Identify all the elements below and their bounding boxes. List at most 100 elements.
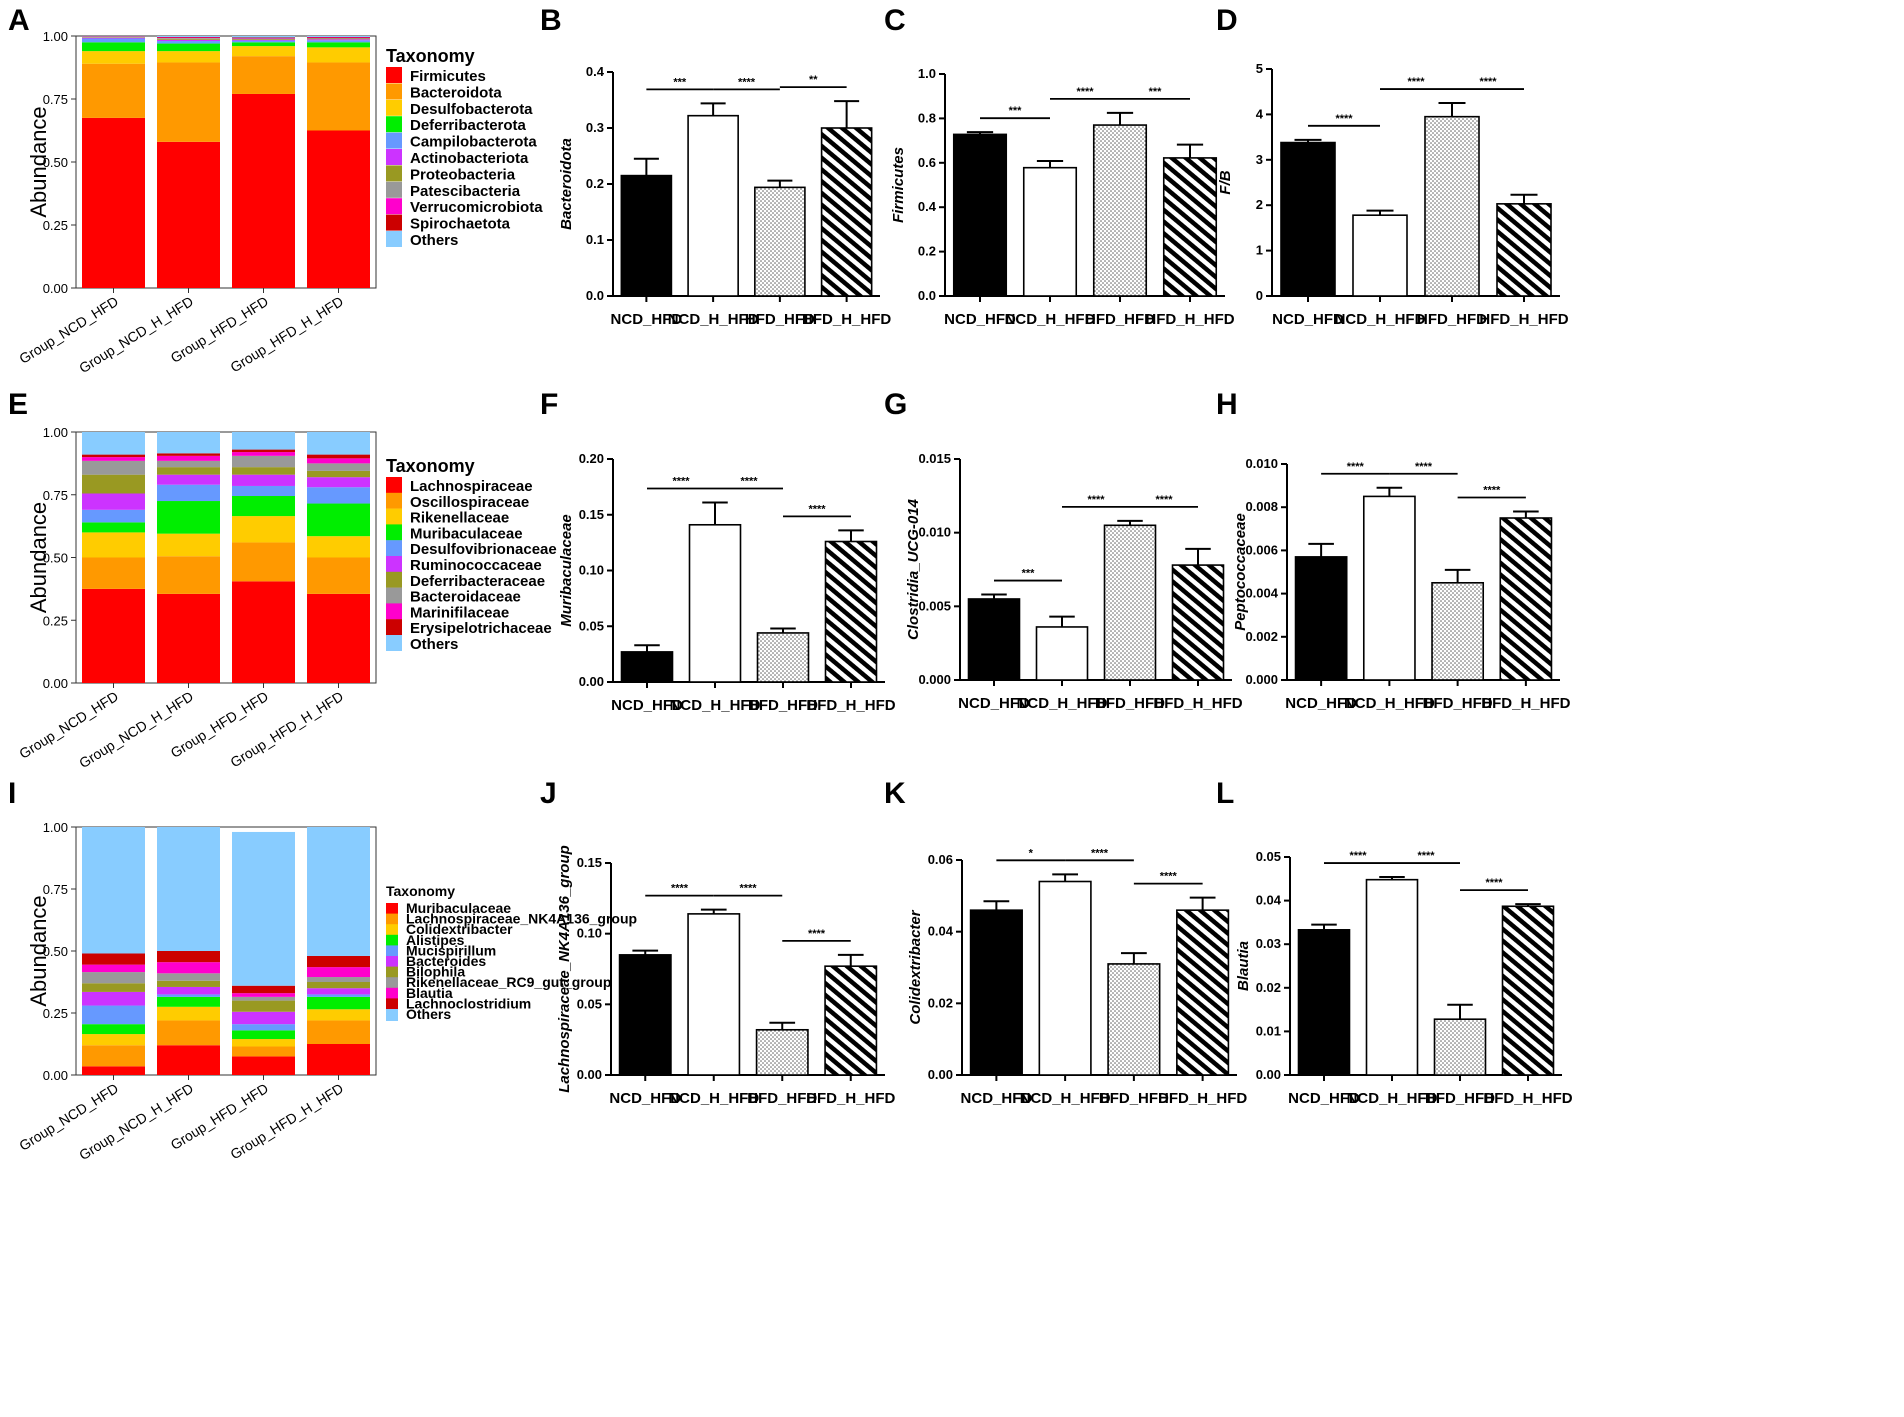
legend-item: Patescibacteria [410, 183, 521, 200]
legend-title: Taxonomy [386, 46, 475, 66]
y-tick-label: 0.000 [1245, 672, 1278, 687]
stack-segment-muribaculaceae [157, 1045, 220, 1075]
bar [618, 954, 672, 1076]
legend-swatch [386, 99, 402, 116]
panel-label-c: C [884, 4, 906, 37]
x-tick-label: HFD_H_HFD [1481, 695, 1570, 712]
x-tick-label: HFD_HFD [1085, 311, 1155, 328]
y-tick-label: 1.0 [918, 66, 936, 81]
significance-label: *** [673, 76, 687, 88]
stack-segment-deferribacteraceae [307, 470, 370, 478]
stack-segment-lachnoclostridium [157, 951, 220, 963]
stack-segment-oscillospiraceae [82, 557, 145, 589]
legend-swatch [386, 524, 402, 541]
stack-segment-rikenellaceae [82, 532, 145, 558]
y-tick-label: 0.50 [43, 155, 68, 170]
y-axis-label: Bacteroidota [558, 138, 575, 230]
stack-segment-spirochaetota [232, 37, 295, 39]
panel-h: H 0.000 0.002 0.004 0.006 0.008 0.010 Peptococc… [1216, 388, 1571, 712]
legend-swatch [386, 603, 402, 620]
bar [1176, 909, 1230, 1076]
legend-item: Lachnospiraceae [410, 478, 533, 495]
y-axis-label: F/B [1217, 170, 1234, 194]
legend-swatch [386, 934, 398, 947]
y-tick-label: 0.10 [579, 563, 604, 578]
bar [952, 133, 1008, 297]
x-tick-label: HFD_H_HFD [1145, 311, 1234, 328]
legend-swatch [386, 132, 402, 149]
legend-swatch [386, 477, 402, 493]
stack-segment-deferribacterota [82, 42, 145, 52]
bar [1297, 929, 1351, 1076]
panel-f: F 0.00 0.05 0.10 0.15 0.20 Muribaculaceae NCD_H… [540, 388, 896, 714]
stack-segment-mucispirillum [232, 1024, 295, 1031]
legend-swatch [386, 540, 402, 557]
stack-segment-bacteroidota [157, 62, 220, 142]
x-tick-label: NCD_HFD [1288, 1090, 1360, 1107]
y-tick-label: 0.75 [43, 488, 68, 503]
x-tick-label: HFD_H_HFD [1483, 1090, 1572, 1107]
bar [824, 965, 878, 1076]
stack-segment-bacteroidaceae [157, 460, 220, 468]
x-tick-label: NCD_HFD [961, 1090, 1033, 1107]
bar [1496, 203, 1552, 297]
bar [687, 913, 741, 1076]
x-tick-label: HFD_HFD [1095, 695, 1165, 712]
legend-item: Bacteroides [406, 953, 486, 969]
bar [620, 174, 673, 297]
legend-swatch [386, 945, 398, 958]
stack-segment-verrucomicrobiota [157, 37, 220, 39]
significance-label: **** [740, 475, 758, 487]
stack-segment-deferribacterota [307, 42, 370, 48]
bar [1424, 115, 1480, 297]
legend-item: Rikenellaceae [410, 510, 509, 527]
x-tick-label: NCD_H_HFD [1344, 695, 1435, 712]
stack-segment-desulfovibrionaceae [232, 485, 295, 497]
bar [1431, 581, 1485, 681]
stack-segment-campilobacterota [157, 41, 220, 44]
legend-swatch [386, 83, 402, 100]
y-tick-label: 0.1 [586, 232, 604, 247]
stack-segment-bacteroidaceae [82, 460, 145, 475]
bar [1362, 495, 1416, 681]
panel-g: G 0.000 0.005 0.010 0.015 Clostridia_UCG-014 N… [884, 388, 1243, 712]
stack-segment-mucispirillum [307, 994, 370, 997]
stack-segment-others [232, 432, 295, 450]
legend-title: Taxonomy [386, 456, 475, 476]
stack-segment-lachnoclostridium [82, 953, 145, 965]
legend-swatch [386, 903, 398, 915]
x-tick-label: HFD_HFD [1425, 1090, 1495, 1107]
legend-item: Bacteroidaceae [410, 589, 521, 606]
x-tick-label: NCD_HFD [958, 695, 1030, 712]
stack-segment-lachnospiraceae [82, 588, 145, 683]
legend-swatch [386, 149, 402, 165]
y-tick-label: 0.04 [1256, 893, 1282, 908]
stack-segment-firmicutes [82, 117, 145, 289]
bar [967, 598, 1021, 681]
stack-segment-deferribacterota [157, 43, 220, 52]
y-tick-label: 1.00 [43, 425, 68, 440]
stack-segment-verrucomicrobiota [232, 38, 295, 39]
legend-swatch [386, 165, 402, 182]
stack-segment-firmicutes [157, 141, 220, 288]
y-tick-label: 0.002 [1245, 629, 1278, 644]
legend-item: Others [410, 636, 458, 653]
y-tick-label: 0.0 [918, 288, 936, 303]
stack-segment-desulfobacterota [232, 46, 295, 57]
legend-swatch [386, 924, 398, 937]
stack-segment-colidextribacter [307, 1009, 370, 1021]
legend-item: Muribaculaceae [410, 525, 523, 542]
y-tick-label: 1.00 [43, 29, 68, 44]
x-tick-label: HFD_H_HFD [1153, 695, 1242, 712]
significance-label: *** [1022, 568, 1036, 580]
panel-label-g: G [884, 388, 907, 421]
stack-segment-bilophila [232, 1000, 295, 1012]
y-tick-label: 0 [1256, 288, 1263, 303]
x-tick-label: NCD_HFD [1285, 695, 1357, 712]
stack-segment-marinifilaceae [157, 455, 220, 461]
legend-swatch [386, 116, 402, 133]
significance-label: **** [738, 76, 756, 88]
legend-swatch [386, 508, 402, 525]
legend-swatch [386, 977, 398, 990]
stack-segment-rikenellaceae-rc9-gut-group [307, 977, 370, 982]
